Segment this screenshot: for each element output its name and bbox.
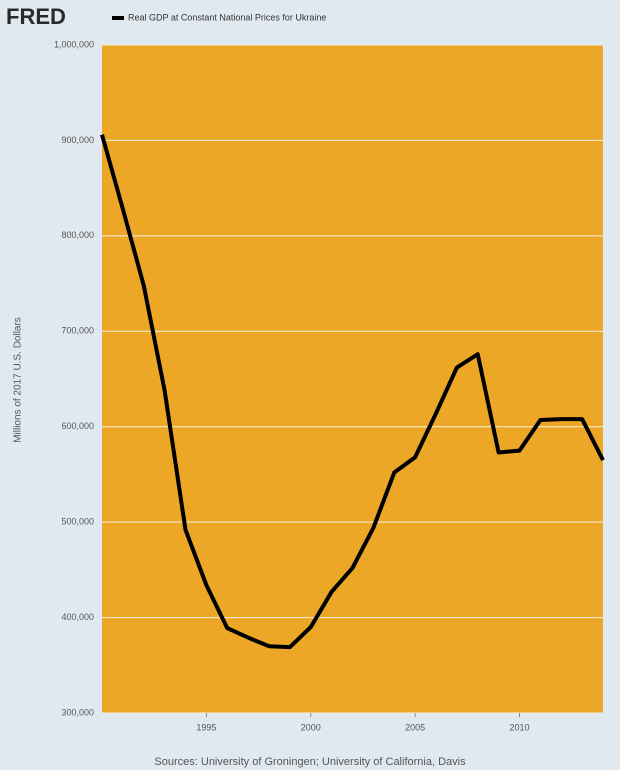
legend-label: Real GDP at Constant National Prices for… (128, 12, 326, 22)
line (100, 134, 605, 650)
y-tick-label: 800,000 (61, 230, 94, 240)
source: Sources: University of Groningen; Univer… (154, 756, 466, 768)
x-tick-label: 2005 (405, 722, 425, 732)
y-tick-label: 500,000 (61, 517, 94, 527)
y-tick-label: 1,000,000 (54, 39, 94, 49)
y-tick-label: 700,000 (61, 326, 94, 336)
x-tick-label: 2000 (301, 722, 321, 732)
plot-area (102, 45, 603, 713)
y-tick-label: 600,000 (61, 421, 94, 431)
y-axis-label: Millions of 2017 U.S. Dollars (13, 317, 24, 443)
x-tick-label: 2010 (509, 722, 529, 732)
logo: FRED (6, 4, 66, 29)
y-tick-label: 400,000 (61, 612, 94, 622)
y-tick-label: 300,000 (61, 707, 94, 717)
x-tick-label: 1995 (196, 722, 216, 732)
y-tick-label: 900,000 (61, 135, 94, 145)
